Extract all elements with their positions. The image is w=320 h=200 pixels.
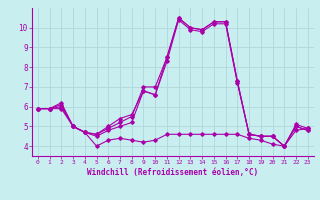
X-axis label: Windchill (Refroidissement éolien,°C): Windchill (Refroidissement éolien,°C) xyxy=(87,168,258,177)
